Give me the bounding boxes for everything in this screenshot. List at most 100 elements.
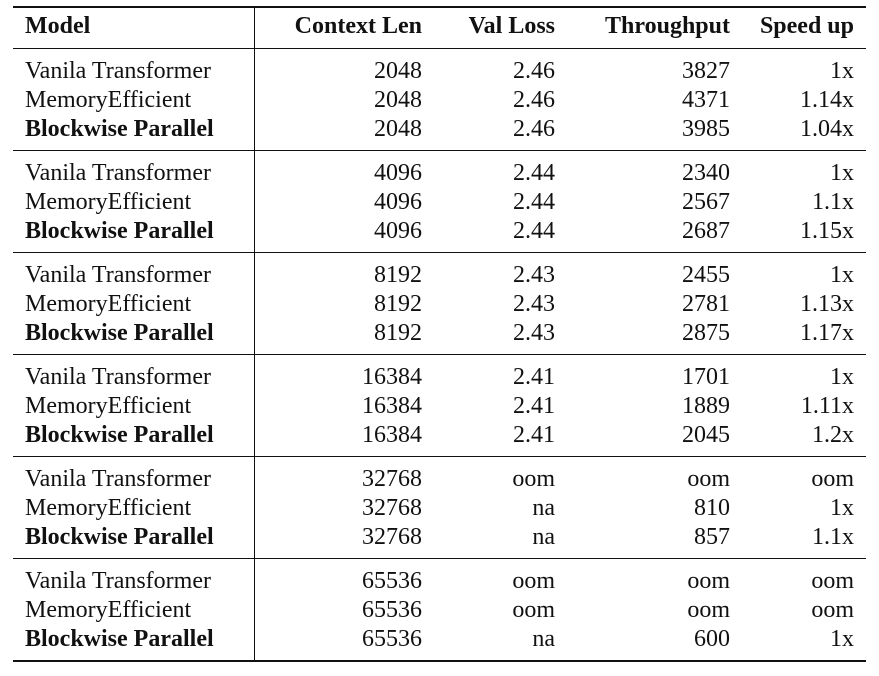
table-row: Blockwise Parallel 65536 na 600 1x xyxy=(13,625,866,661)
header-model: Model xyxy=(13,7,255,49)
context-len-cell: 8192 xyxy=(374,291,422,317)
context-len-cell: 4096 xyxy=(374,218,422,244)
header-val-loss: Val Loss xyxy=(468,13,555,39)
table-row: Blockwise Parallel 16384 2.41 2045 1.2x xyxy=(13,421,866,457)
table-row: Vanila Transformer 4096 2.44 2340 1x xyxy=(13,150,866,188)
val-loss-cell: oom xyxy=(512,597,555,623)
model-cell: MemoryEfficient xyxy=(13,86,255,115)
table-row: Blockwise Parallel 2048 2.46 3985 1.04x xyxy=(13,115,866,151)
speedup-cell: oom xyxy=(811,466,854,492)
results-table-container: Model Context Len Val Loss Throughput Sp… xyxy=(13,6,866,662)
header-context-len: Context Len xyxy=(294,13,422,39)
throughput-cell: 1889 xyxy=(682,393,730,419)
model-cell: MemoryEfficient xyxy=(13,494,255,523)
context-len-cell: 2048 xyxy=(374,87,422,113)
val-loss-cell: na xyxy=(532,495,555,521)
throughput-cell: oom xyxy=(687,568,730,594)
model-cell: Vanila Transformer xyxy=(13,48,255,86)
table-row: Blockwise Parallel 4096 2.44 2687 1.15x xyxy=(13,217,866,253)
table-row: MemoryEfficient 2048 2.46 4371 1.14x xyxy=(13,86,866,115)
model-cell: MemoryEfficient xyxy=(13,290,255,319)
speedup-cell: 1x xyxy=(830,262,854,288)
row-group-6: Vanila Transformer 65536 oom oom oom MemoryEf… xyxy=(13,558,866,661)
context-len-cell: 4096 xyxy=(374,189,422,215)
context-len-cell: 4096 xyxy=(374,160,422,186)
val-loss-cell: 2.43 xyxy=(513,291,555,317)
model-cell: Blockwise Parallel xyxy=(13,115,255,151)
speedup-cell: 1x xyxy=(830,58,854,84)
val-loss-cell: 2.43 xyxy=(513,262,555,288)
context-len-cell: 65536 xyxy=(362,626,422,652)
speedup-cell: oom xyxy=(811,568,854,594)
val-loss-cell: oom xyxy=(512,466,555,492)
row-group-5: Vanila Transformer 32768 oom oom oom MemoryEf… xyxy=(13,456,866,559)
table-row: MemoryEfficient 32768 na 810 1x xyxy=(13,494,866,523)
context-len-cell: 8192 xyxy=(374,320,422,346)
val-loss-cell: na xyxy=(532,626,555,652)
model-cell: MemoryEfficient xyxy=(13,188,255,217)
speedup-cell: 1x xyxy=(830,495,854,521)
row-group-3: Vanila Transformer 8192 2.43 2455 1x MemoryEf… xyxy=(13,252,866,355)
val-loss-cell: 2.44 xyxy=(513,218,555,244)
speedup-cell: 1.04x xyxy=(800,116,854,142)
context-len-cell: 2048 xyxy=(374,58,422,84)
context-len-cell: 16384 xyxy=(362,422,422,448)
context-len-cell: 32768 xyxy=(362,495,422,521)
table-row: Blockwise Parallel 32768 na 857 1.1x xyxy=(13,523,866,559)
speedup-cell: 1.11x xyxy=(800,393,854,419)
val-loss-cell: oom xyxy=(512,568,555,594)
speedup-cell: 1.17x xyxy=(800,320,854,346)
speedup-cell: 1.1x xyxy=(812,524,854,550)
model-cell: Blockwise Parallel xyxy=(13,421,255,457)
val-loss-cell: 2.46 xyxy=(513,87,555,113)
model-cell: Blockwise Parallel xyxy=(13,319,255,355)
model-cell: Vanila Transformer xyxy=(13,150,255,188)
context-len-cell: 16384 xyxy=(362,364,422,390)
table-row: MemoryEfficient 8192 2.43 2781 1.13x xyxy=(13,290,866,319)
speedup-cell: 1.14x xyxy=(800,87,854,113)
throughput-cell: 857 xyxy=(694,524,730,550)
val-loss-cell: 2.46 xyxy=(513,116,555,142)
throughput-cell: 3985 xyxy=(682,116,730,142)
context-len-cell: 16384 xyxy=(362,393,422,419)
model-cell: MemoryEfficient xyxy=(13,392,255,421)
throughput-cell: 600 xyxy=(694,626,730,652)
header-throughput: Throughput xyxy=(605,13,730,39)
row-group-4: Vanila Transformer 16384 2.41 1701 1x MemoryE… xyxy=(13,354,866,457)
speedup-cell: 1.13x xyxy=(800,291,854,317)
context-len-cell: 65536 xyxy=(362,568,422,594)
throughput-cell: oom xyxy=(687,597,730,623)
model-cell: Vanila Transformer xyxy=(13,252,255,290)
context-len-cell: 8192 xyxy=(374,262,422,288)
throughput-cell: 3827 xyxy=(682,58,730,84)
val-loss-cell: 2.44 xyxy=(513,160,555,186)
table-row: Vanila Transformer 16384 2.41 1701 1x xyxy=(13,354,866,392)
table-row: Vanila Transformer 65536 oom oom oom xyxy=(13,558,866,596)
model-cell: Vanila Transformer xyxy=(13,354,255,392)
table-row: Vanila Transformer 32768 oom oom oom xyxy=(13,456,866,494)
table-row: MemoryEfficient 4096 2.44 2567 1.1x xyxy=(13,188,866,217)
throughput-cell: 1701 xyxy=(682,364,730,390)
throughput-cell: 2045 xyxy=(682,422,730,448)
throughput-cell: 810 xyxy=(694,495,730,521)
throughput-cell: 2340 xyxy=(682,160,730,186)
speedup-cell: 1x xyxy=(830,160,854,186)
context-len-cell: 2048 xyxy=(374,116,422,142)
model-cell: MemoryEfficient xyxy=(13,596,255,625)
table-row: Vanila Transformer 8192 2.43 2455 1x xyxy=(13,252,866,290)
val-loss-cell: 2.44 xyxy=(513,189,555,215)
model-cell: Vanila Transformer xyxy=(13,456,255,494)
val-loss-cell: 2.43 xyxy=(513,320,555,346)
table-row: MemoryEfficient 16384 2.41 1889 1.11x xyxy=(13,392,866,421)
speedup-cell: 1.1x xyxy=(812,189,854,215)
table-header: Model Context Len Val Loss Throughput Sp… xyxy=(13,7,866,49)
val-loss-cell: 2.41 xyxy=(513,422,555,448)
results-table: Model Context Len Val Loss Throughput Sp… xyxy=(13,6,866,662)
model-cell: Blockwise Parallel xyxy=(13,523,255,559)
model-cell: Blockwise Parallel xyxy=(13,217,255,253)
row-group-2: Vanila Transformer 4096 2.44 2340 1x MemoryEf… xyxy=(13,150,866,253)
throughput-cell: 2455 xyxy=(682,262,730,288)
val-loss-cell: na xyxy=(532,524,555,550)
throughput-cell: 2567 xyxy=(682,189,730,215)
speedup-cell: 1.2x xyxy=(812,422,854,448)
